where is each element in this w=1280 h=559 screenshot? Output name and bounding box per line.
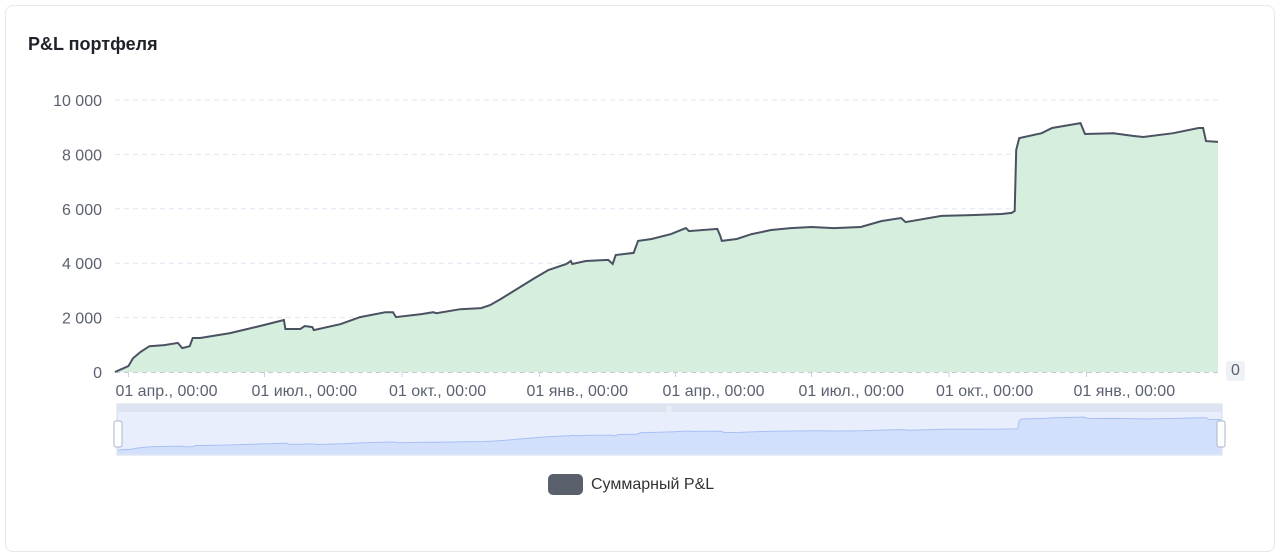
slider-preview-area [118,417,1221,454]
data-zoom-slider[interactable]: ||| [113,403,1226,456]
pnl-area [115,123,1218,372]
legend-swatch [548,474,583,495]
slider-grip-icon: ||| [666,406,672,413]
x-tick-label: 01 июл., 00:00 [798,383,904,400]
x-tick-label: 01 окт., 00:00 [936,383,1033,400]
slider-right-handle[interactable] [1216,420,1226,448]
x-tick-label: 01 янв., 00:00 [1073,383,1175,400]
y-tick-label: 10 000 [53,93,102,110]
y-tick-label: 8 000 [62,147,102,164]
y-tick-label: 2 000 [62,311,102,328]
legend-label: Суммарный P&L [591,475,715,493]
x-tick-label: 01 апр., 00:00 [115,383,217,400]
slider-preview-line [117,416,1222,451]
y-tick-label: 4 000 [62,256,102,273]
pnl-line [114,121,1219,373]
x-tick-label: 01 окт., 00:00 [389,383,486,400]
y-tick-label: 0 [93,365,102,382]
slider-move-handle[interactable] [117,404,1222,412]
y-tick-label: 6 000 [62,202,102,219]
legend-item[interactable]: Суммарный P&L [548,474,714,495]
x-tick-label: 01 янв., 00:00 [526,383,628,400]
chart-title: P&L портфеля [28,34,158,54]
x-tick-label: 01 апр., 00:00 [662,383,764,400]
slider-left-handle[interactable] [113,420,123,448]
x-tick-label: 01 июл., 00:00 [251,383,357,400]
end-value-label: 0 [1226,361,1245,381]
